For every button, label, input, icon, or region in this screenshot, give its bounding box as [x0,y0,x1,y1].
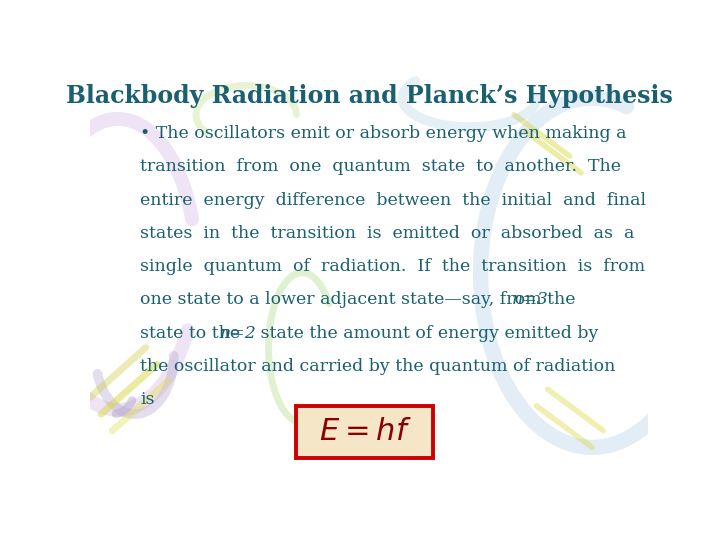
Text: single  quantum  of  radiation.  If  the  transition  is  from: single quantum of radiation. If the tran… [140,258,645,275]
Text: is: is [140,391,155,408]
Text: entire  energy  difference  between  the  initial  and  final: entire energy difference between the ini… [140,192,647,208]
Text: n=2: n=2 [220,325,256,342]
Text: $E = hf$: $E = hf$ [318,416,411,447]
Text: • The oscillators emit or absorb energy when making a: • The oscillators emit or absorb energy … [140,125,626,142]
Text: transition  from  one  quantum  state  to  another.  The: transition from one quantum state to ano… [140,158,621,176]
Text: states  in  the  transition  is  emitted  or  absorbed  as  a: states in the transition is emitted or a… [140,225,634,242]
Text: state the amount of energy emitted by: state the amount of energy emitted by [255,325,598,342]
Text: Blackbody Radiation and Planck’s Hypothesis: Blackbody Radiation and Planck’s Hypothe… [66,84,672,107]
FancyBboxPatch shape [297,406,433,458]
Text: the oscillator and carried by the quantum of radiation: the oscillator and carried by the quantu… [140,358,616,375]
Text: one state to a lower adjacent state—say, from the: one state to a lower adjacent state—say,… [140,292,581,308]
Text: state to the: state to the [140,325,246,342]
Text: n=3: n=3 [511,292,548,308]
